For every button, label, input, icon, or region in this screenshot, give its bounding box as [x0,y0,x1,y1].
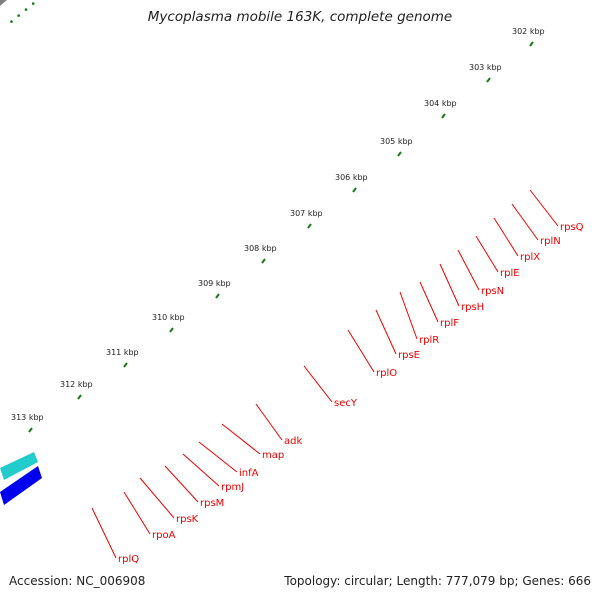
gene-label: map [262,450,284,461]
gene-leader-line [375,309,397,355]
kbp-label: 304 kbp [424,99,457,108]
kbp-tick [486,77,491,83]
inner-dot [10,20,13,23]
kbp-label: 306 kbp [335,173,368,182]
gene-leader-line [91,507,117,559]
kbp-label: 308 kbp [244,244,277,253]
gene-label: rplX [520,252,540,263]
kbp-tick [441,113,446,119]
gene-leader-line [303,365,333,403]
kbp-label: 305 kbp [380,137,413,146]
kbp-tick [28,427,33,433]
gene-label: rplO [376,368,397,379]
gene-leader-line [511,203,539,241]
gene-leader-line [439,263,460,307]
gene-label: adk [284,436,302,447]
kbp-tick [307,223,312,229]
kbp-tick [397,151,402,157]
accession-label: Accession: NC_006908 [9,574,146,588]
gene-label: rplF [440,318,459,329]
kbp-label: 307 kbp [290,209,323,218]
gene-label: secY [334,398,358,409]
gene-leader-line [347,329,375,373]
gene-label: rplN [540,236,561,247]
gene-label: infA [239,468,259,479]
kbp-tick [169,327,174,333]
gene-leader-line [529,189,559,227]
gene-leader-line [198,441,238,473]
gene-leader-line [182,453,220,487]
inner-dot [17,14,21,17]
cyan-gene-fragment [0,452,38,480]
gene-leader-line [164,465,199,503]
gene-label: rpsH [461,302,484,313]
gene-label: rpsN [481,286,504,297]
gene-label: rplQ [118,554,139,565]
gene-label: rpsK [176,514,199,525]
kbp-tick [215,293,220,299]
kbp-tick [77,394,82,400]
gene-leader-line [123,491,151,535]
kbp-label: 312 kbp [60,380,93,389]
kbp-tick [261,258,266,264]
gene-leader-line [221,423,261,455]
gene-leader-line [419,281,439,323]
gene-label: rpsM [200,498,224,509]
kbp-label: 302 kbp [512,27,545,36]
inner-dot [24,8,28,11]
kbp-label: 309 kbp [198,279,231,288]
gene-label: rplR [419,335,439,346]
map-title: Mycoplasma mobile 163K, complete genome [147,9,453,25]
gene-leader-line [493,217,519,257]
gene-label: rpoA [152,530,176,541]
gene-leader-line [139,477,175,519]
blue-gene-fragment [0,466,42,505]
genome-backbone [0,0,8,6]
gene-label: rpmJ [221,482,244,493]
inner-tick-ring [10,2,35,23]
genome-summary: Topology: circular; Length: 777,079 bp; … [284,574,591,588]
gene-leader-line [399,291,418,340]
gene-label: rpsQ [560,222,584,233]
inner-dot [31,2,35,5]
gene-label: rplE [500,268,520,279]
kbp-label: 313 kbp [11,413,44,422]
kbp-label: 311 kbp [106,348,139,357]
gene-label: rpsE [398,350,420,361]
kbp-tick [352,187,357,193]
kbp-label: 303 kbp [469,63,502,72]
gene-leader-line [475,235,499,273]
kbp-tick [529,41,534,47]
kbp-tick [123,362,128,368]
kbp-label: 310 kbp [152,313,185,322]
gene-leader-line [255,403,283,441]
gene-leader-line [457,249,480,291]
